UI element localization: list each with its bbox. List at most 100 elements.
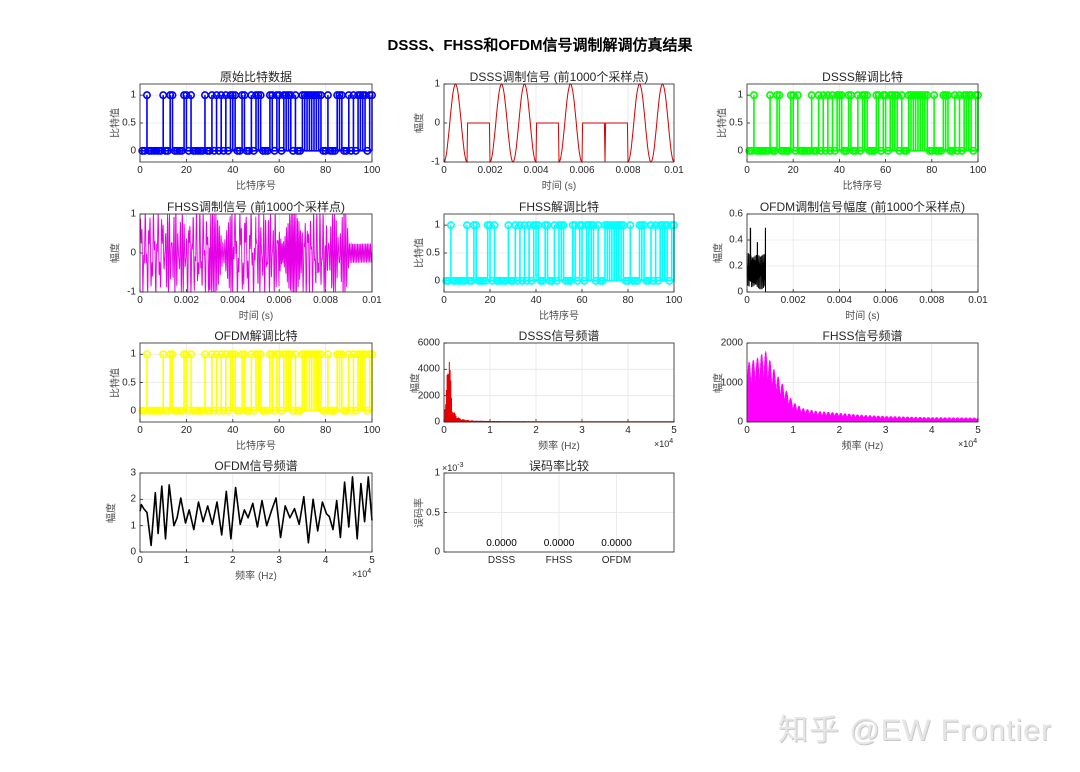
x-exponent-label: ×104 bbox=[958, 438, 978, 449]
y-tick-label: 1 bbox=[434, 78, 440, 90]
y-tick-label: 0.4 bbox=[729, 234, 743, 246]
x-tick-label: 0.004 bbox=[523, 165, 549, 176]
category-label: FHSS bbox=[545, 555, 573, 566]
x-tick-label: 100 bbox=[665, 295, 683, 306]
y-axis-label: 误码率 bbox=[414, 497, 426, 528]
y-tick-label: 0 bbox=[434, 546, 440, 558]
x-tick-label: 60 bbox=[273, 165, 285, 176]
x-axis-label: 频率 (Hz) bbox=[841, 441, 884, 452]
y-tick-label: 1 bbox=[130, 208, 136, 220]
y-tick-label: 0 bbox=[737, 416, 743, 428]
x-tick-label: 0.008 bbox=[313, 295, 339, 306]
y-tick-label: 0.5 bbox=[426, 507, 440, 518]
y-tick-label: 0 bbox=[130, 145, 136, 157]
y-tick-label: 0.5 bbox=[729, 117, 743, 129]
x-tick-label: 0 bbox=[441, 165, 447, 176]
x-tick-label: 3 bbox=[276, 555, 282, 566]
x-tick-label: 0.002 bbox=[780, 295, 806, 306]
subplot-title: FHSS解调比特 bbox=[518, 200, 600, 214]
subplot-title: FHSS调制信号 (前1000个采样点) bbox=[166, 200, 346, 214]
x-axis-label: 时间 (s) bbox=[238, 311, 274, 322]
watermark: 知乎 @EW Frontier bbox=[778, 714, 1052, 747]
x-tick-label: 0 bbox=[441, 295, 447, 306]
x-tick-label: 5 bbox=[975, 425, 981, 436]
subplot-title: 误码率比较 bbox=[528, 459, 590, 473]
x-tick-label: 5 bbox=[369, 555, 375, 566]
y-tick-label: 1000 bbox=[720, 377, 743, 388]
subplot-title: OFDM调制信号幅度 (前1000个采样点) bbox=[759, 200, 966, 214]
y-tick-label: 0 bbox=[737, 145, 743, 157]
y-tick-label: 1 bbox=[434, 467, 440, 479]
subplot-title: 原始比特数据 bbox=[219, 70, 293, 84]
y-tick-label: 0 bbox=[434, 275, 440, 287]
x-tick-label: 0.006 bbox=[569, 165, 595, 176]
x-tick-label: 80 bbox=[320, 425, 332, 436]
y-tick-label: 1 bbox=[130, 89, 136, 101]
x-tick-label: 4 bbox=[322, 555, 329, 566]
y-tick-label: 6000 bbox=[417, 337, 440, 349]
x-axis-label: 时间 (s) bbox=[845, 311, 880, 322]
x-axis-label: 比特序号 bbox=[236, 181, 276, 192]
x-tick-label: 1 bbox=[183, 555, 190, 566]
y-tick-label: 0.6 bbox=[729, 208, 743, 220]
y-tick-label: 0 bbox=[130, 546, 136, 558]
y-tick-label: -1 bbox=[127, 286, 136, 298]
x-tick-label: 20 bbox=[484, 295, 496, 306]
y-tick-label: 0 bbox=[434, 117, 440, 129]
x-tick-label: 0 bbox=[744, 165, 750, 176]
x-tick-label: 100 bbox=[363, 165, 381, 176]
x-axis-label: 比特序号 bbox=[539, 311, 579, 322]
x-axis-label: 比特序号 bbox=[842, 181, 883, 192]
x-tick-label: 0 bbox=[137, 165, 143, 176]
x-tick-label: 40 bbox=[530, 295, 542, 306]
x-tick-label: 0.004 bbox=[220, 295, 246, 306]
x-tick-label: 5 bbox=[671, 425, 677, 436]
x-tick-label: 80 bbox=[320, 165, 332, 176]
y-tick-label: 0.5 bbox=[122, 117, 136, 129]
subplot-title: DSSS解调比特 bbox=[822, 70, 903, 84]
x-tick-label: 40 bbox=[227, 165, 239, 176]
x-tick-label: 0.004 bbox=[826, 295, 852, 306]
x-tick-label: 60 bbox=[880, 165, 892, 176]
y-tick-label: 1 bbox=[130, 520, 136, 532]
x-axis-label: 比特序号 bbox=[236, 441, 276, 452]
y-tick-label: 3 bbox=[130, 467, 136, 479]
x-exponent-label: ×104 bbox=[352, 568, 372, 579]
y-tick-label: 2000 bbox=[720, 337, 743, 349]
x-tick-label: 4 bbox=[929, 425, 935, 436]
subplot-title: FHSS信号频谱 bbox=[822, 329, 903, 343]
x-tick-label: 0 bbox=[137, 425, 143, 436]
y-tick-label: 0 bbox=[737, 286, 743, 298]
x-tick-label: 60 bbox=[273, 425, 285, 436]
y-tick-label: 0.5 bbox=[426, 247, 440, 259]
x-tick-label: 0 bbox=[744, 295, 750, 306]
subplot-title: OFDM解调比特 bbox=[214, 329, 298, 343]
figure-title: DSSS、FHSS和OFDM信号调制解调仿真结果 bbox=[387, 37, 693, 54]
x-tick-label: 0 bbox=[137, 295, 143, 306]
x-tick-label: 0.01 bbox=[968, 295, 988, 306]
x-tick-label: 2 bbox=[230, 555, 236, 566]
y-tick-label: 1 bbox=[130, 348, 136, 360]
y-tick-label: 2 bbox=[130, 493, 136, 505]
x-tick-label: 1 bbox=[487, 425, 493, 436]
y-tick-label: 0.5 bbox=[122, 377, 136, 388]
bar-value-label: 0.0000 bbox=[543, 538, 575, 549]
x-axis-label: 频率 (Hz) bbox=[538, 441, 580, 452]
x-tick-label: 40 bbox=[227, 425, 239, 436]
x-tick-label: 0 bbox=[137, 555, 143, 566]
x-tick-label: 20 bbox=[180, 425, 192, 436]
x-tick-label: 80 bbox=[622, 295, 634, 306]
x-tick-label: 0.01 bbox=[362, 295, 382, 306]
x-exponent-label: ×104 bbox=[654, 438, 674, 449]
y-tick-label: 0 bbox=[434, 416, 440, 428]
x-tick-label: 40 bbox=[833, 165, 845, 176]
x-tick-label: 3 bbox=[579, 425, 585, 436]
